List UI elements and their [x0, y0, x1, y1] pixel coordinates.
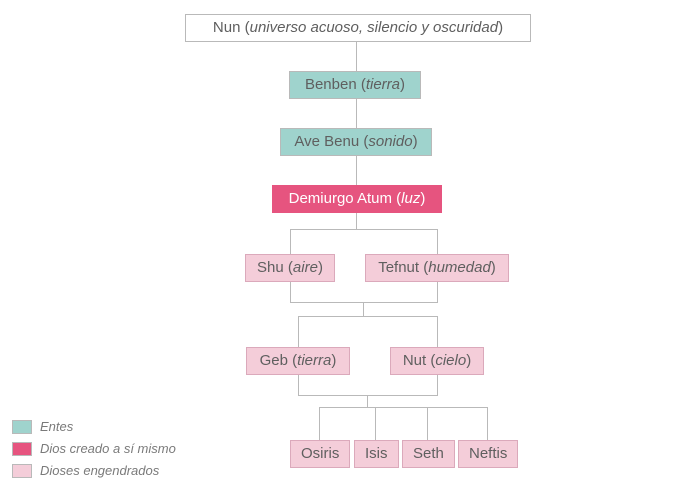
- legend-label: Entes: [40, 416, 73, 438]
- legend-label: Dioses engendrados: [40, 460, 159, 482]
- node-name: Neftis: [469, 445, 507, 462]
- node-name: Shu: [257, 259, 284, 276]
- tree-connector: [427, 407, 428, 440]
- node-name: Seth: [413, 445, 444, 462]
- node-name: Tefnut: [378, 259, 419, 276]
- tree-connector: [487, 407, 488, 440]
- tree-connector: [290, 302, 438, 303]
- node-nun: Nun (universo acuoso, silencio y oscurid…: [185, 14, 531, 42]
- node-desc: tierra: [297, 352, 331, 369]
- tree-connector: [290, 282, 291, 302]
- swatch-entes: [12, 420, 32, 434]
- tree-connector: [375, 407, 376, 440]
- node-desc: aire: [293, 259, 318, 276]
- node-name: Nun: [213, 19, 241, 36]
- node-name: Osiris: [301, 445, 339, 462]
- tree-connector: [290, 229, 291, 254]
- tree-connector: [437, 229, 438, 254]
- tree-connector: [319, 407, 487, 408]
- tree-connector: [319, 407, 320, 440]
- tree-connector: [298, 375, 299, 395]
- node-atum: Demiurgo Atum (luz): [272, 185, 442, 213]
- legend-self: Dios creado a sí mismo: [12, 438, 176, 460]
- node-desc: humedad: [428, 259, 491, 276]
- tree-connector: [298, 316, 438, 317]
- node-name: Isis: [365, 445, 388, 462]
- legend-entes: Entes: [12, 416, 176, 438]
- tree-connector: [356, 156, 357, 185]
- node-name: Ave Benu: [294, 133, 359, 150]
- node-neftis: Neftis: [458, 440, 518, 468]
- node-tefnut: Tefnut (humedad): [365, 254, 509, 282]
- swatch-begotten: [12, 464, 32, 478]
- node-name: Demiurgo Atum: [289, 190, 392, 207]
- node-benu: Ave Benu (sonido): [280, 128, 432, 156]
- tree-connector: [356, 99, 357, 128]
- tree-connector: [437, 282, 438, 302]
- tree-connector: [367, 395, 368, 407]
- legend: Entes Dios creado a sí mismo Dioses enge…: [12, 416, 176, 482]
- node-geb: Geb (tierra): [246, 347, 350, 375]
- tree-connector: [298, 395, 438, 396]
- tree-connector: [290, 229, 438, 230]
- tree-connector: [437, 316, 438, 347]
- node-benben: Benben (tierra): [289, 71, 421, 99]
- tree-connector: [298, 316, 299, 347]
- node-name: Geb: [260, 352, 288, 369]
- tree-connector: [363, 302, 364, 316]
- node-desc: sonido: [368, 133, 412, 150]
- node-desc: universo acuoso, silencio y oscuridad: [250, 19, 498, 36]
- tree-connector: [356, 42, 357, 71]
- node-seth: Seth: [402, 440, 455, 468]
- node-desc: cielo: [435, 352, 466, 369]
- tree-connector: [356, 213, 357, 229]
- legend-label: Dios creado a sí mismo: [40, 438, 176, 460]
- legend-begotten: Dioses engendrados: [12, 460, 176, 482]
- tree-connector: [437, 375, 438, 395]
- node-osiris: Osiris: [290, 440, 350, 468]
- node-nut: Nut (cielo): [390, 347, 484, 375]
- node-desc: luz: [401, 190, 420, 207]
- node-desc: tierra: [366, 76, 400, 93]
- node-name: Benben: [305, 76, 357, 93]
- swatch-self: [12, 442, 32, 456]
- node-name: Nut: [403, 352, 426, 369]
- node-isis: Isis: [354, 440, 399, 468]
- node-shu: Shu (aire): [245, 254, 335, 282]
